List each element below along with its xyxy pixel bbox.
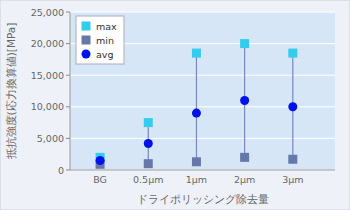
point-max xyxy=(144,118,153,127)
x-axis xyxy=(70,170,335,171)
point-avg xyxy=(192,109,201,118)
grid-line xyxy=(70,75,335,76)
category-label: 2μm xyxy=(234,174,255,185)
tick-mark xyxy=(66,12,70,13)
point-avg xyxy=(144,139,153,148)
point-min xyxy=(192,157,201,166)
marks xyxy=(96,39,298,169)
plot-area xyxy=(70,12,335,170)
point-min xyxy=(288,155,297,164)
category-label: 0.5μm xyxy=(133,174,163,185)
legend: max min avg xyxy=(76,16,124,64)
legend-swatch xyxy=(82,22,91,31)
tick-label: 0 xyxy=(58,165,64,176)
legend-swatch xyxy=(82,36,91,45)
legend-box xyxy=(76,16,124,64)
tick-label: 25,000 xyxy=(31,7,64,18)
point-avg xyxy=(96,156,105,165)
background xyxy=(0,0,350,210)
tick-mark xyxy=(66,43,70,44)
tick-mark xyxy=(66,106,70,107)
legend-label: max xyxy=(96,21,117,32)
grid-line xyxy=(70,170,335,171)
point-avg xyxy=(288,102,297,111)
y-axis xyxy=(70,12,71,170)
point-min xyxy=(144,159,153,168)
point-min xyxy=(240,153,249,162)
point-avg xyxy=(240,96,249,105)
point-max xyxy=(192,49,201,58)
tick-mark xyxy=(66,170,70,171)
tick-mark xyxy=(66,75,70,76)
legend-label: min xyxy=(96,35,114,46)
point-max xyxy=(288,49,297,58)
grid-line xyxy=(70,138,335,139)
tick-label: 20,000 xyxy=(31,38,64,49)
legend-swatch xyxy=(82,50,91,59)
grid-line xyxy=(70,12,335,13)
category-label: 3μm xyxy=(282,174,303,185)
category-label: BG xyxy=(93,174,107,185)
point-max xyxy=(240,39,249,48)
range-line xyxy=(196,53,197,162)
legend-label: avg xyxy=(96,49,113,60)
y-axis-label: 抵抗強度(応力換算値)[MPa] xyxy=(5,23,17,161)
tick-label: 10,000 xyxy=(31,101,64,112)
tick-mark xyxy=(66,138,70,139)
tick-label: 5,000 xyxy=(37,133,64,144)
tick-label: 15,000 xyxy=(31,70,64,81)
x-axis-label: ドライポリッシング除去量 xyxy=(137,193,269,206)
category-label: 1μm xyxy=(186,174,207,185)
